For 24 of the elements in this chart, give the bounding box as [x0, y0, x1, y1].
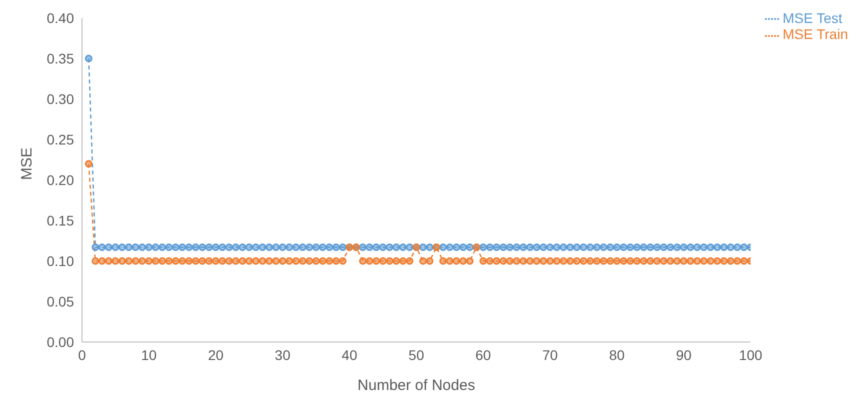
y-tick-label: 0.15	[46, 212, 74, 228]
y-tick-label: 0.00	[46, 334, 74, 350]
x-tick-label: 40	[342, 346, 358, 363]
x-tick-label: 100	[738, 346, 763, 363]
x-tick-label: 70	[542, 346, 558, 363]
x-tick-label: 20	[208, 346, 224, 363]
y-tick-label: 0.20	[46, 172, 74, 188]
x-tick-label: 30	[274, 346, 291, 363]
legend-label: MSE Train	[782, 26, 848, 42]
y-tick-label: 0.40	[46, 10, 74, 26]
x-axis-title: Number of Nodes	[358, 377, 476, 394]
x-tick-label: 0	[78, 346, 86, 363]
x-tick-label: 50	[408, 346, 424, 363]
x-tick-label: 80	[609, 346, 625, 363]
y-axis-title: MSE	[18, 147, 36, 180]
y-tick-label: 0.30	[46, 90, 74, 107]
y-tick-label: 0.10	[46, 252, 74, 269]
y-tick-label: 0.05	[46, 293, 74, 310]
y-tick-label: 0.25	[46, 131, 74, 148]
y-tick-label: 0.35	[46, 50, 74, 66]
x-tick-label: 90	[676, 346, 692, 363]
x-tick-label: 10	[141, 346, 157, 363]
x-tick-label: 60	[475, 346, 492, 363]
legend-label: MSE Test	[782, 10, 842, 26]
